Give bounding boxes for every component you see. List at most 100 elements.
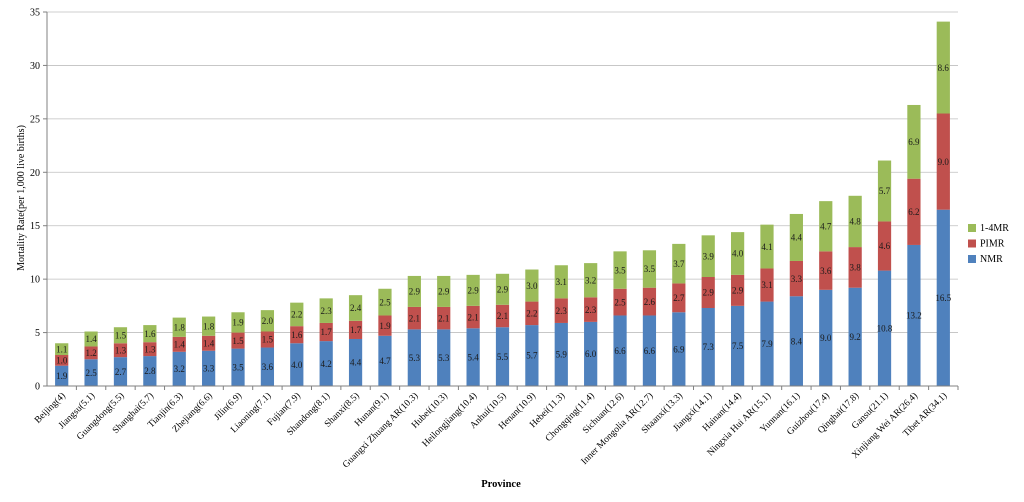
bar-segment-1-4mr xyxy=(819,201,833,252)
data-label: 2.1 xyxy=(497,311,508,321)
bar-segment-1-4mr xyxy=(55,343,69,356)
bar-segment-1-4mr xyxy=(672,243,686,284)
y-tick-label: 25 xyxy=(30,114,40,125)
data-label: 2.3 xyxy=(556,306,568,316)
bar-segment-nmr xyxy=(84,359,98,386)
bar-segment-pimr xyxy=(584,297,598,322)
legend-swatch xyxy=(968,255,976,263)
data-label: 4.0 xyxy=(291,360,303,370)
data-label: 5.5 xyxy=(497,352,509,362)
y-tick-label: 35 xyxy=(30,8,40,19)
bar-segment-nmr xyxy=(143,356,157,386)
bar-segment-nmr xyxy=(260,347,275,386)
data-label: 1.5 xyxy=(232,336,244,346)
bar-segment-nmr xyxy=(730,305,745,386)
data-label: 3.1 xyxy=(761,280,772,290)
bar-segment-pimr xyxy=(202,335,216,351)
data-label: 13.2 xyxy=(906,311,922,321)
legend-label: NMR xyxy=(980,254,1003,265)
data-label: 9.0 xyxy=(938,157,950,167)
data-label: 6.2 xyxy=(908,207,919,217)
data-label: 2.9 xyxy=(467,286,479,296)
bar-segment-nmr xyxy=(877,270,892,386)
bar-segment-pimr xyxy=(554,298,568,323)
bar-segment-1-4mr xyxy=(789,213,803,261)
data-label: 7.3 xyxy=(703,342,715,352)
bar-segment-pimr xyxy=(172,336,186,352)
bar-segment-nmr xyxy=(525,325,539,386)
data-label: 5.4 xyxy=(467,352,479,362)
bar-segment-nmr xyxy=(819,289,833,386)
data-label: 2.2 xyxy=(526,309,537,319)
data-label: 1.3 xyxy=(115,345,127,355)
data-label: 2.0 xyxy=(262,316,274,326)
bar-segment-pimr xyxy=(848,247,862,288)
bar-segment-pimr xyxy=(789,260,803,297)
data-label: 2.8 xyxy=(144,366,156,376)
bar-segment-pimr xyxy=(730,274,745,306)
data-label: 2.9 xyxy=(732,286,744,296)
bar-segment-1-4mr xyxy=(525,269,539,302)
data-label: 3.8 xyxy=(850,263,862,273)
bar-segment-1-4mr xyxy=(378,288,392,316)
data-label: 1.7 xyxy=(321,327,333,337)
data-label: 2.5 xyxy=(614,297,626,307)
data-label: 2.9 xyxy=(497,284,509,294)
bar-segment-nmr xyxy=(348,338,363,386)
bar-segment-nmr xyxy=(936,209,950,386)
data-label: 1.5 xyxy=(262,335,274,345)
bar-segment-1-4mr xyxy=(143,325,157,343)
bar-segment-1-4mr xyxy=(907,104,921,179)
data-label: 3.9 xyxy=(703,251,715,261)
data-label: 2.9 xyxy=(438,287,450,297)
data-label: 1.2 xyxy=(85,348,96,358)
bar-segment-nmr xyxy=(202,350,216,386)
data-label: 4.0 xyxy=(732,249,744,259)
data-label: 3.0 xyxy=(526,281,538,291)
bar-segment-pimr xyxy=(642,287,657,316)
bar-segment-nmr xyxy=(437,329,451,386)
bar-segment-pimr xyxy=(378,315,392,336)
data-label: 1.0 xyxy=(56,356,68,366)
data-label: 1.7 xyxy=(350,325,362,335)
data-label: 5.7 xyxy=(879,186,891,196)
legend: 1-4MR PIMR NMR xyxy=(968,223,1009,265)
bar-segment-nmr xyxy=(554,322,568,386)
y-axis-title: Mortality Rate(per 1,000 live births) xyxy=(16,125,27,271)
bar-segment-nmr xyxy=(113,357,128,386)
gridlines xyxy=(47,11,958,333)
data-label: 4.7 xyxy=(379,356,391,366)
data-label: 3.3 xyxy=(203,364,215,374)
data-label: 3.5 xyxy=(644,264,656,274)
data-label: 5.3 xyxy=(409,353,421,363)
bar-segment-nmr xyxy=(319,341,333,386)
bar-segment-pimr xyxy=(672,283,686,313)
data-label: 3.2 xyxy=(585,275,596,285)
data-label: 10.8 xyxy=(877,323,893,333)
data-label: 3.2 xyxy=(174,364,185,374)
bar-segment-1-4mr xyxy=(113,327,128,344)
data-label: 3.5 xyxy=(232,363,244,373)
data-label: 2.4 xyxy=(350,303,362,313)
bar-segment-pimr xyxy=(231,332,245,349)
data-label: 3.1 xyxy=(556,277,567,287)
data-label: 6.9 xyxy=(908,137,920,147)
data-label: 2.7 xyxy=(673,293,685,303)
bar-segment-pimr xyxy=(613,288,627,316)
bar-segment-nmr xyxy=(789,296,803,386)
bar-segment-nmr xyxy=(672,312,686,386)
bar-segment-1-4mr xyxy=(642,250,657,288)
bar-segment-pimr xyxy=(143,342,157,357)
data-label: 3.6 xyxy=(820,266,832,276)
data-label: 2.7 xyxy=(115,367,127,377)
x-tick-label: Heilongjiang(10.4) xyxy=(420,390,479,449)
bar-segment-1-4mr xyxy=(172,317,186,337)
data-label: 2.6 xyxy=(644,297,656,307)
data-label: 2.5 xyxy=(379,297,391,307)
bar-segment-nmr xyxy=(760,301,774,386)
bar-segment-pimr xyxy=(877,221,892,271)
data-label: 4.4 xyxy=(350,358,362,368)
bar-segment-nmr xyxy=(290,343,304,386)
